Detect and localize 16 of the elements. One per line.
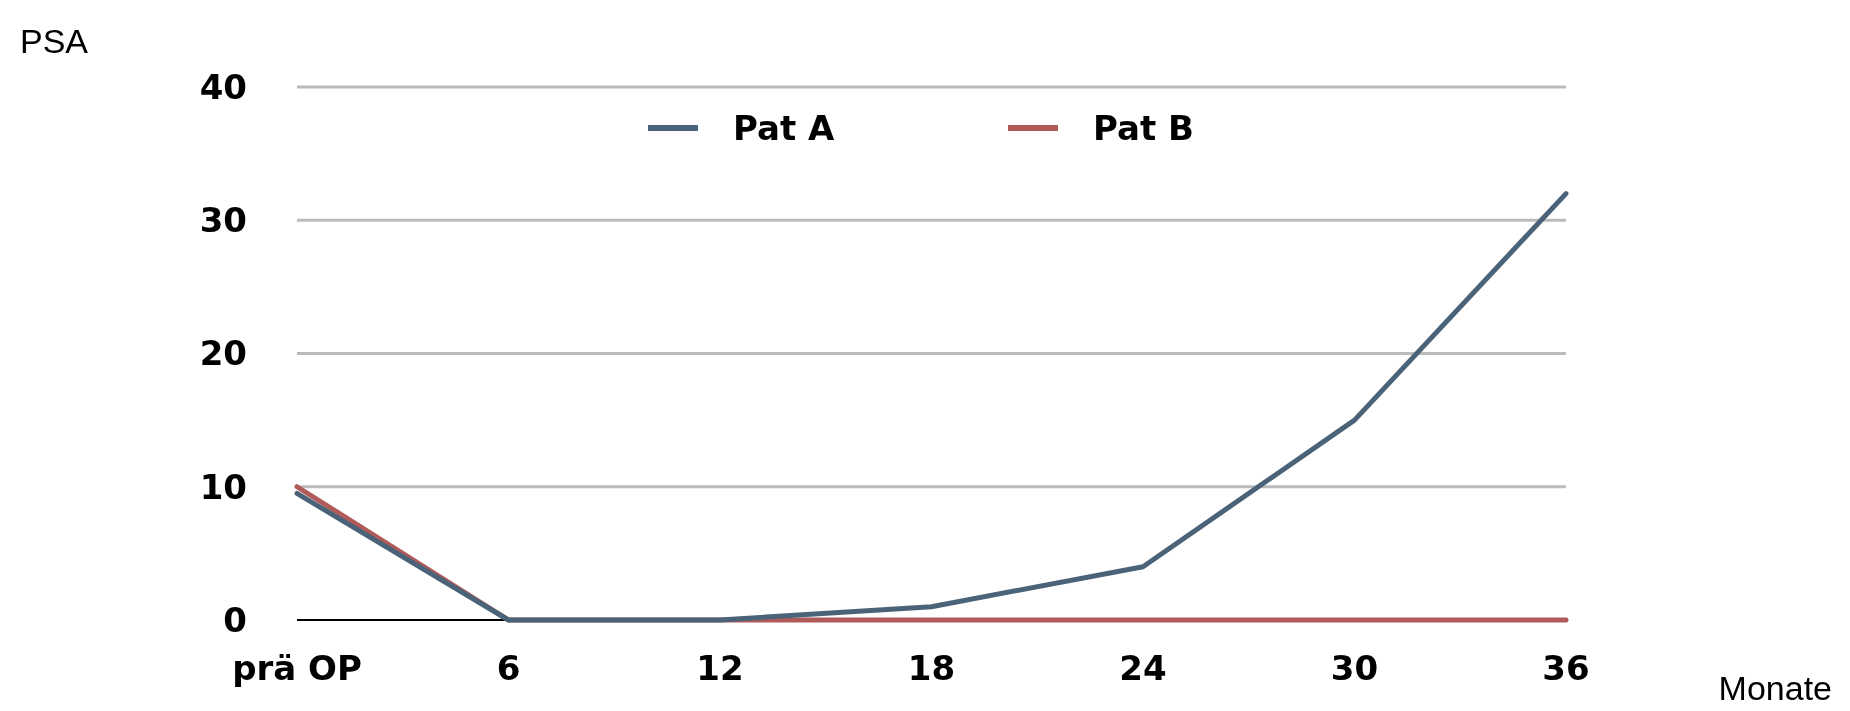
x-tick-label: 30 [1330, 648, 1379, 688]
x-tick-label: 18 [907, 648, 956, 688]
x-tick-label: 12 [696, 648, 744, 688]
legend-label: Pat A [733, 107, 836, 148]
y-tick-label: 40 [199, 66, 247, 107]
x-tick-label: 24 [1119, 648, 1167, 688]
x-axis-title: Monate [1718, 669, 1832, 707]
x-tick-label: prä OP [232, 648, 362, 688]
y-tick-label: 0 [223, 599, 247, 640]
y-axis-title: PSA [20, 22, 89, 60]
y-tick-label: 30 [199, 200, 247, 241]
x-tick-label: 36 [1542, 648, 1590, 688]
x-tick-label: 6 [496, 648, 521, 688]
y-tick-label: 20 [199, 333, 247, 374]
legend-label: Pat B [1093, 107, 1194, 148]
y-tick-label: 10 [199, 466, 247, 507]
